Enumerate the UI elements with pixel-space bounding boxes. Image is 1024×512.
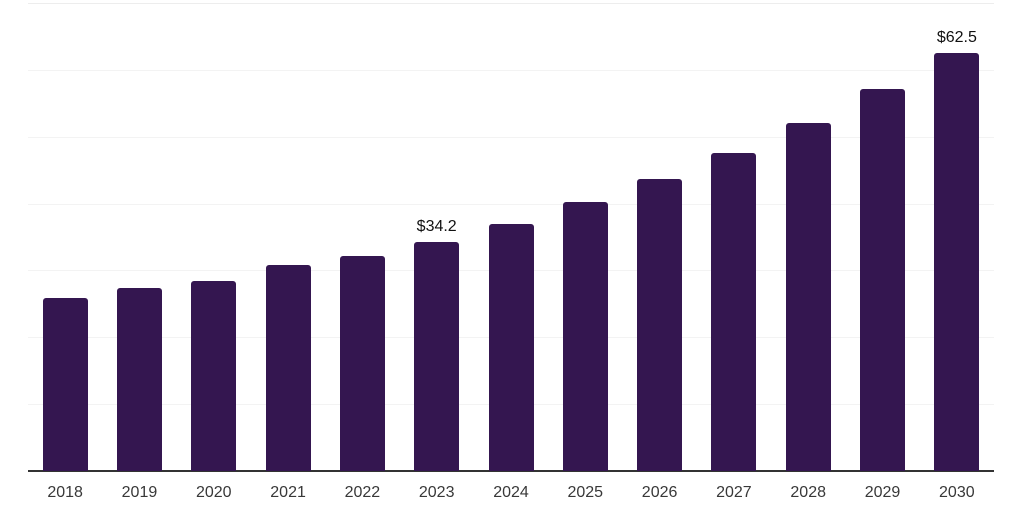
bar-2022 [339,255,385,471]
bar-2020 [191,281,237,471]
bar-2025 [562,202,608,471]
bar-2024 [488,224,534,471]
bar-2028 [785,122,831,471]
bar-2019 [116,287,162,471]
x-tick-label-2028: 2028 [790,484,826,501]
x-tick-label-2019: 2019 [121,484,158,501]
bar-2027 [711,153,757,471]
x-tick-label-2029: 2029 [864,484,901,501]
x-tick-label-2022: 2022 [344,484,381,501]
x-tick-label-2020: 2020 [195,484,232,501]
gridline-40 [28,203,994,205]
bar-2026 [637,178,683,471]
gridline-70 [28,3,994,4]
x-axis-line [28,470,994,472]
x-tick-label-2024: 2024 [493,484,529,501]
gridline-60 [28,69,994,71]
x-tick-label-2026: 2026 [641,484,678,501]
bar-2023 [414,242,460,471]
gridline-50 [28,136,994,138]
x-tick-label-2027: 2027 [716,484,752,501]
x-tick-label-2023: 2023 [418,484,455,501]
value-label-2030: $62.5 [936,29,977,47]
x-tick-label-2025: 2025 [567,484,604,501]
bar-2018 [42,297,88,471]
bar-2029 [860,89,906,471]
bar-2021 [265,265,311,471]
bar-2030 [934,53,980,471]
value-label-2023: $34.2 [416,218,457,236]
x-tick-label-2018: 2018 [47,484,83,501]
x-tick-label-2030: 2030 [939,484,975,501]
x-tick-label-2021: 2021 [270,484,306,501]
